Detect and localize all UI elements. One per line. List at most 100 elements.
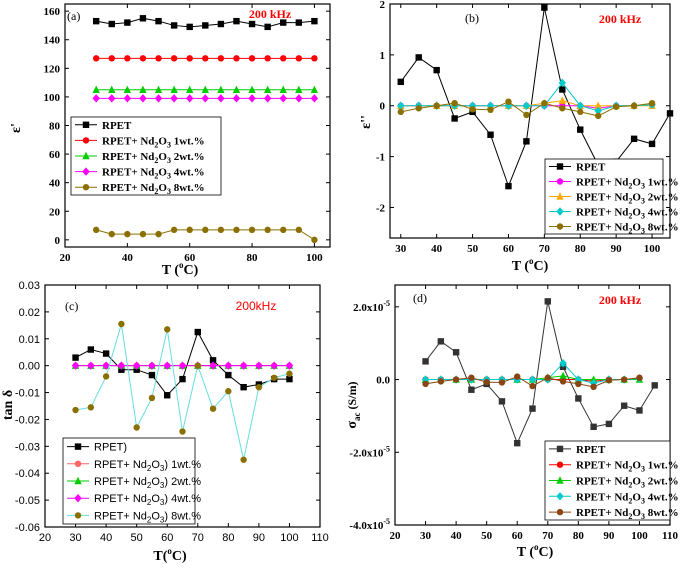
data-point bbox=[522, 101, 531, 110]
data-point bbox=[170, 226, 178, 234]
data-point bbox=[279, 94, 287, 103]
data-point bbox=[528, 375, 537, 384]
y-tick-label: -0.01 bbox=[15, 388, 40, 400]
x-tick-label: 80 bbox=[222, 532, 234, 544]
data-point bbox=[422, 380, 429, 388]
data-point bbox=[666, 110, 674, 117]
y-tick-label: 40 bbox=[49, 178, 61, 190]
y-axis-label: σac (S/m) bbox=[345, 381, 362, 428]
legend-marker bbox=[74, 443, 82, 450]
data-point bbox=[232, 85, 241, 93]
data-point bbox=[529, 382, 536, 390]
data-point bbox=[310, 94, 319, 103]
data-point bbox=[295, 55, 303, 62]
data-point bbox=[397, 101, 405, 110]
legend-marker bbox=[556, 476, 564, 484]
data-point bbox=[270, 374, 278, 381]
data-point bbox=[422, 358, 429, 365]
data-point bbox=[514, 439, 521, 447]
data-point bbox=[280, 226, 287, 234]
data-point bbox=[217, 20, 225, 28]
x-tick-label: 40 bbox=[122, 252, 134, 264]
y-tick-label: -0.06 bbox=[15, 522, 40, 534]
panel-label: (c) bbox=[65, 299, 78, 313]
series-1 bbox=[422, 298, 658, 447]
legend-marker bbox=[556, 207, 564, 216]
x-tick-label: 60 bbox=[184, 252, 196, 264]
y-tick-label: -4.0x10-5 bbox=[349, 517, 390, 532]
x-tick-label: 70 bbox=[542, 530, 554, 542]
chart-panel-c: 20 30 40 50 60 70 80 90 100 110 0.03 0.02 0.01 0.00 -0… bbox=[1, 280, 329, 564]
data-point bbox=[102, 350, 110, 357]
y-axis-label: ε' bbox=[9, 123, 24, 133]
data-point bbox=[123, 85, 132, 93]
data-point bbox=[139, 15, 147, 22]
data-point bbox=[620, 402, 628, 409]
frequency-label: 200kHz bbox=[236, 299, 277, 313]
x-tick-label: 100 bbox=[631, 530, 648, 542]
data-point bbox=[577, 108, 584, 116]
data-point bbox=[170, 55, 178, 62]
data-point bbox=[179, 375, 186, 383]
panel-label: (b) bbox=[465, 11, 479, 25]
data-point bbox=[630, 135, 638, 143]
data-point bbox=[505, 182, 512, 190]
data-point bbox=[233, 17, 240, 25]
data-point bbox=[170, 22, 178, 29]
data-point bbox=[155, 17, 162, 25]
series-line bbox=[400, 7, 671, 188]
plot-frame bbox=[44, 284, 321, 528]
data-point bbox=[170, 85, 178, 93]
data-point bbox=[217, 55, 225, 62]
data-point bbox=[87, 346, 95, 353]
x-tick-label: 100 bbox=[280, 532, 298, 544]
x-tick-label: 90 bbox=[611, 243, 623, 255]
data-point bbox=[310, 85, 319, 93]
data-point bbox=[452, 349, 460, 356]
chart-panel-a: 20 40 60 80 100 0 20 40 60 80 100 120 140 160 (a) 200 k… bbox=[9, 3, 331, 278]
legend-entry: RPET+ Nd2O3 8wt.% bbox=[576, 507, 679, 521]
data-point bbox=[559, 378, 567, 385]
data-point bbox=[594, 106, 602, 116]
data-point bbox=[186, 226, 193, 234]
y-axis-label: ε'' bbox=[359, 115, 374, 129]
data-point bbox=[529, 405, 536, 412]
panel-label: (d) bbox=[413, 291, 427, 305]
plot-frame bbox=[389, 3, 671, 239]
legend-entry: RPET+ Nd2O3 4wt.% bbox=[576, 207, 679, 221]
y-tick-label: 0.03 bbox=[19, 280, 40, 292]
legend-entry: RPET+ Nd2O3 1wt.% bbox=[576, 460, 679, 474]
data-point bbox=[437, 378, 445, 385]
legend-marker bbox=[556, 461, 564, 468]
legend-entry: RPET+ Nd2O3 2wt.% bbox=[576, 192, 679, 206]
y-tick-label: 2 bbox=[380, 0, 386, 11]
x-tick-label: 100 bbox=[644, 243, 661, 255]
y-tick-label: 0.01 bbox=[19, 334, 40, 346]
data-point bbox=[263, 94, 272, 103]
data-point bbox=[232, 94, 241, 103]
data-point bbox=[612, 103, 620, 110]
series-2 bbox=[92, 55, 318, 62]
data-point bbox=[71, 361, 80, 370]
legend-entry: RPET bbox=[576, 444, 606, 456]
data-point bbox=[248, 94, 256, 103]
data-point bbox=[575, 395, 582, 402]
data-point bbox=[148, 371, 156, 379]
series-5 bbox=[397, 98, 656, 120]
x-tick-label: 70 bbox=[539, 243, 551, 255]
x-axis-label: T (oC) bbox=[162, 260, 199, 278]
data-point bbox=[217, 85, 225, 93]
series-5 bbox=[422, 373, 643, 391]
data-point bbox=[87, 404, 95, 411]
data-point bbox=[202, 22, 209, 29]
data-point bbox=[575, 380, 582, 388]
data-point bbox=[108, 94, 116, 103]
data-point bbox=[452, 376, 460, 383]
y-tick-label: -0.03 bbox=[15, 441, 40, 453]
data-point bbox=[279, 85, 287, 93]
x-tick-label: 60 bbox=[512, 530, 524, 542]
data-point bbox=[514, 373, 521, 380]
x-tick-label: 80 bbox=[247, 252, 259, 264]
legend-entry: RPET+ Nd2O3 1wt.% bbox=[576, 177, 679, 191]
